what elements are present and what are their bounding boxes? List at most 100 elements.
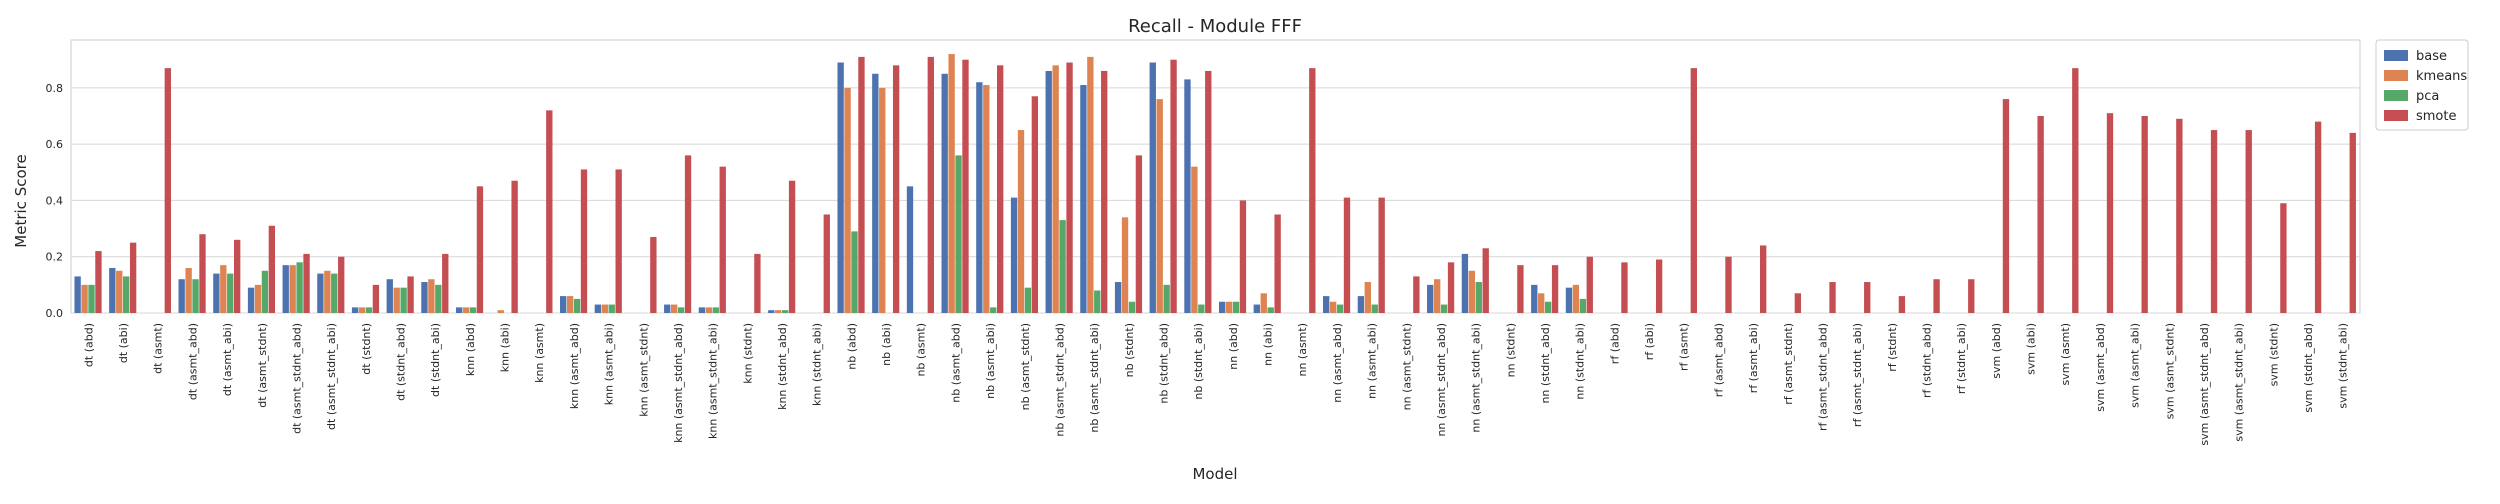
bar-base [1045,70,1052,314]
bar-smote [1170,59,1177,314]
bar-smote [1031,96,1039,313]
bar-smote [997,65,1004,313]
bar-pca [400,287,407,313]
bar-kmeans [1052,65,1059,313]
bar-base [386,279,393,313]
x-tick-label: nn (asmt_abd) [1331,323,1344,403]
bar-smote [1933,279,1940,313]
x-tick-label: svm (stdnt_abi) [2337,323,2350,409]
bar-kmeans [1017,130,1025,313]
bar-pca [1163,284,1170,313]
bar-smote [580,169,588,313]
bar-kmeans [879,87,886,313]
bar-base [1149,62,1156,313]
y-tick-labels: 0.0 0.2 0.4 0.6 0.8 [46,82,64,320]
bar-smote [1621,262,1628,313]
legend-label-smote: smote [2416,109,2457,124]
bar-base [1080,85,1087,313]
bar-kmeans [1468,270,1476,313]
bar-pca [435,284,442,313]
bar-smote [2314,121,2322,314]
bar-smote [372,284,380,313]
bar-kmeans [254,284,262,313]
bar-smote [338,256,345,313]
x-tick-label: svm (stdnt) [2267,323,2280,386]
bar-smote [2176,118,2183,313]
bar-base [1010,197,1018,313]
bar-kmeans [1364,282,1371,313]
x-tick-label: svm (asmt_stdnt_abi) [2233,323,2246,442]
x-tick-label: knn (asmt) [533,323,546,383]
bar-base [455,307,463,313]
bar-kmeans [566,296,574,313]
bar-smote [511,180,518,313]
bar-kmeans [1260,293,1267,313]
x-tick-label: knn (stdnt_abd) [776,323,789,410]
x-axis-label: Model [1192,465,1237,483]
legend-label-pca: pca [2416,89,2439,104]
bar-pca [261,270,269,313]
bar-pca [1336,304,1344,313]
x-tick-label: nn (stdnt_abi) [1574,323,1587,400]
bar-smote [2037,115,2044,314]
x-tick-label: nb (asmt_stdnt_abi) [1088,323,1101,433]
bar-pca [1579,298,1586,313]
x-tick-label: knn (abi) [499,323,512,372]
bar-pca [1059,220,1066,313]
x-tick-label: rf (stdnt_abd) [1920,323,1933,398]
bar-kmeans [983,85,990,313]
bar-smote [1447,262,1455,313]
x-tick-label: svm (asmt_stdnt) [2163,323,2176,419]
legend-label-base: base [2416,49,2447,64]
x-tick-label: nn (asmt) [1296,323,1309,377]
x-tick-label: dt (stdnt) [360,323,373,375]
bar-kmeans [775,310,782,313]
bar-base [560,296,567,313]
bar-kmeans [1087,56,1094,313]
bar-pca [192,279,199,313]
bar-base [351,307,359,313]
bar-base [213,273,220,313]
bar-smote [1413,276,1420,313]
bar-pca [1128,301,1136,313]
bar-pca [1198,304,1205,313]
bar-base [1184,79,1191,314]
bar-pca [331,273,338,313]
bar-smote [650,237,657,313]
bar-kmeans [358,307,366,313]
bar-base [1253,304,1260,313]
bar-smote [1968,279,1975,313]
bar-smote [199,234,206,313]
bar-pca [1544,301,1552,313]
bar-pca [1440,304,1448,313]
bar-kmeans [671,304,678,313]
bar-base [1323,296,1330,313]
x-tick-label: svm (asmt_stdnt_abd) [2198,323,2211,446]
bar-smote [1760,245,1767,313]
bar-kmeans [1434,279,1441,313]
bar-smote [476,186,484,313]
bar-base [976,82,983,313]
bar-smote [1205,70,1212,314]
x-tick-label: rf (abd) [1608,323,1621,364]
bar-base [317,273,324,313]
x-tick-label: svm (asmt_abd) [2094,323,2107,412]
bar-smote [95,251,102,313]
bars [74,54,2356,314]
x-tick-label: dt (stdnt_abi) [429,323,442,397]
bar-base [1218,301,1226,313]
bar-base [1427,284,1434,313]
bar-kmeans [705,307,713,313]
bar-kmeans [1329,301,1337,313]
bar-base [74,276,81,313]
x-tick-label: nb (asmt_stdnt_abd) [1053,323,1066,437]
x-tick-label: svm (abi) [2025,323,2038,375]
x-tick-label: nn (asmt_abi) [1366,323,1379,399]
bar-smote [962,59,969,314]
x-tick-label: nb (stdnt) [1123,323,1136,377]
bar-pca [469,307,477,313]
bar-pca [573,298,581,313]
y-axis-label: Metric Score [12,154,30,247]
